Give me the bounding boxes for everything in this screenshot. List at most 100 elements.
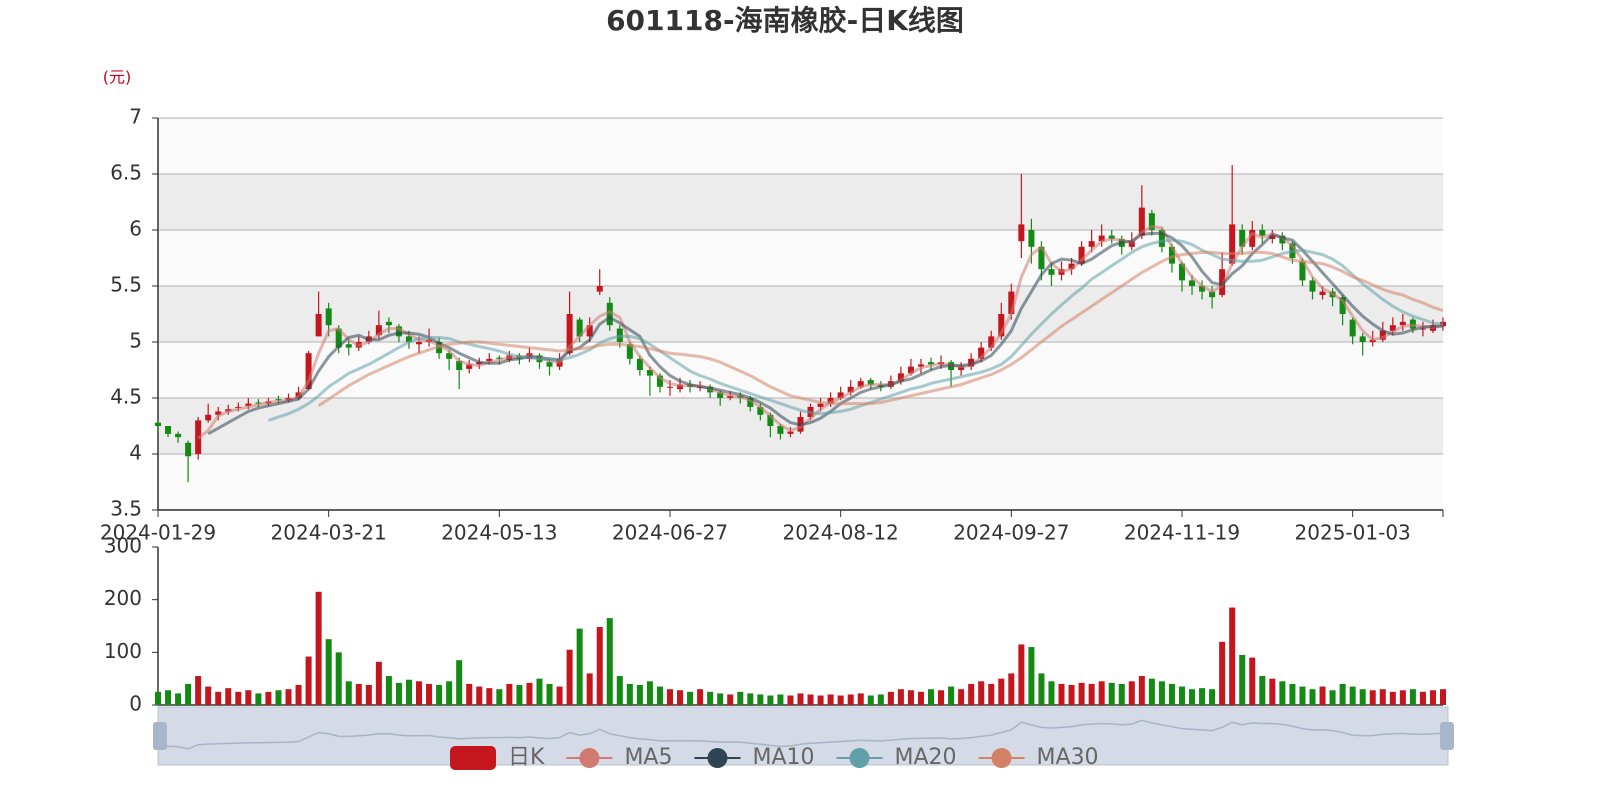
- zoom-handle-left[interactable]: [153, 722, 167, 750]
- legend-item[interactable]: MA5: [566, 745, 672, 770]
- candle-body: [1128, 241, 1135, 247]
- volume-bar: [1439, 689, 1447, 705]
- legend-item[interactable]: MA30: [978, 745, 1099, 770]
- volume-bar: [556, 686, 563, 705]
- legend-icon: [450, 746, 496, 770]
- grid-band: [158, 174, 1443, 230]
- legend-label: 日K: [508, 745, 545, 770]
- y-tick-label: 0: [129, 692, 142, 716]
- candle-body: [1189, 280, 1196, 286]
- volume-bar: [255, 693, 262, 705]
- volume-bar: [516, 684, 523, 705]
- volume-bar: [1008, 673, 1015, 705]
- volume-bar: [1088, 683, 1095, 705]
- volume-bar: [938, 690, 945, 705]
- volume-bar: [1138, 676, 1145, 705]
- candle-body: [185, 442, 192, 457]
- volume-bar: [496, 689, 503, 705]
- volume-bar: [1229, 607, 1236, 705]
- candle-body: [1239, 230, 1246, 247]
- volume-bar: [315, 591, 322, 705]
- candle-body: [927, 362, 935, 365]
- volume-bar: [616, 676, 623, 705]
- candle-body: [1259, 230, 1266, 236]
- candle-body: [205, 414, 212, 421]
- y-tick-label: 200: [104, 586, 142, 610]
- zoom-handle-right[interactable]: [1440, 722, 1454, 750]
- candle-body: [1028, 230, 1035, 247]
- x-tick-label: 2024-08-12: [783, 521, 899, 545]
- volume-bar: [1309, 689, 1316, 705]
- volume-bar: [867, 695, 874, 705]
- candle-body: [456, 361, 463, 370]
- volume-bar: [1168, 683, 1175, 705]
- candle-body: [1219, 269, 1226, 295]
- volume-bar: [1279, 681, 1286, 705]
- volume-bar: [215, 691, 222, 705]
- volume-bar: [154, 691, 162, 705]
- candle-body: [1299, 261, 1306, 281]
- volume-bar: [205, 686, 212, 705]
- volume-bar: [877, 694, 884, 705]
- candle-body: [1319, 291, 1326, 295]
- volume-bar: [817, 695, 824, 705]
- volume-bar: [1339, 683, 1346, 705]
- volume-bar: [1259, 676, 1266, 705]
- volume-bar: [1239, 654, 1246, 705]
- candle-body: [867, 380, 874, 385]
- volume-bar: [1078, 682, 1085, 705]
- volume-bar: [606, 618, 613, 705]
- candle-body: [1068, 263, 1075, 270]
- candle-body: [245, 403, 252, 406]
- volume-bar: [395, 682, 402, 705]
- candle-body: [1148, 213, 1155, 230]
- candle-body: [1419, 328, 1426, 330]
- volume-bar: [1379, 689, 1386, 705]
- volume-bar: [1219, 641, 1226, 705]
- candle-body: [1249, 230, 1256, 247]
- candle-body: [656, 375, 663, 387]
- volume-bar: [968, 683, 975, 705]
- volume-bar: [175, 693, 182, 705]
- candle-body: [405, 336, 412, 342]
- candle-body: [1209, 291, 1216, 298]
- grid-band: [158, 118, 1443, 174]
- volume-bar: [1249, 657, 1256, 705]
- candle-body: [1199, 286, 1206, 292]
- candle-body: [546, 362, 553, 367]
- volume-bar: [1409, 689, 1416, 705]
- volume-bar: [416, 681, 423, 705]
- volume-bar: [1108, 682, 1115, 705]
- volume-bar: [235, 691, 242, 705]
- volume-bar: [1359, 689, 1366, 705]
- candle-body: [335, 328, 342, 348]
- candle-body: [1038, 246, 1045, 270]
- volume-bar: [1319, 686, 1326, 705]
- candle-body: [1309, 280, 1316, 292]
- candle-body: [165, 426, 172, 434]
- candle-body: [446, 353, 453, 359]
- legend-item[interactable]: MA20: [836, 745, 957, 770]
- candle-body: [917, 364, 924, 367]
- volume-bar: [355, 683, 362, 705]
- volume-bar: [1289, 683, 1296, 705]
- x-tick-label: 2024-09-27: [953, 521, 1069, 545]
- legend-label: MA10: [752, 745, 814, 770]
- grid-band: [158, 286, 1443, 342]
- volume-bar: [1158, 681, 1165, 705]
- legend-item[interactable]: 日K: [450, 745, 545, 770]
- volume-bar: [847, 694, 854, 705]
- candle-body: [1178, 263, 1185, 281]
- legend-label: MA5: [624, 745, 672, 770]
- candle-body: [897, 373, 904, 382]
- zoom-window[interactable]: [157, 706, 1449, 766]
- volume-bar: [375, 661, 382, 705]
- legend-item[interactable]: MA10: [694, 745, 815, 770]
- candle-body: [1078, 246, 1085, 264]
- y-tick-label: 300: [104, 534, 142, 558]
- chart-title: 601118-海南橡胶-日K线图: [606, 4, 964, 37]
- volume-bar: [325, 639, 332, 705]
- data-zoom[interactable]: [153, 706, 1454, 766]
- volume-bar: [677, 690, 684, 705]
